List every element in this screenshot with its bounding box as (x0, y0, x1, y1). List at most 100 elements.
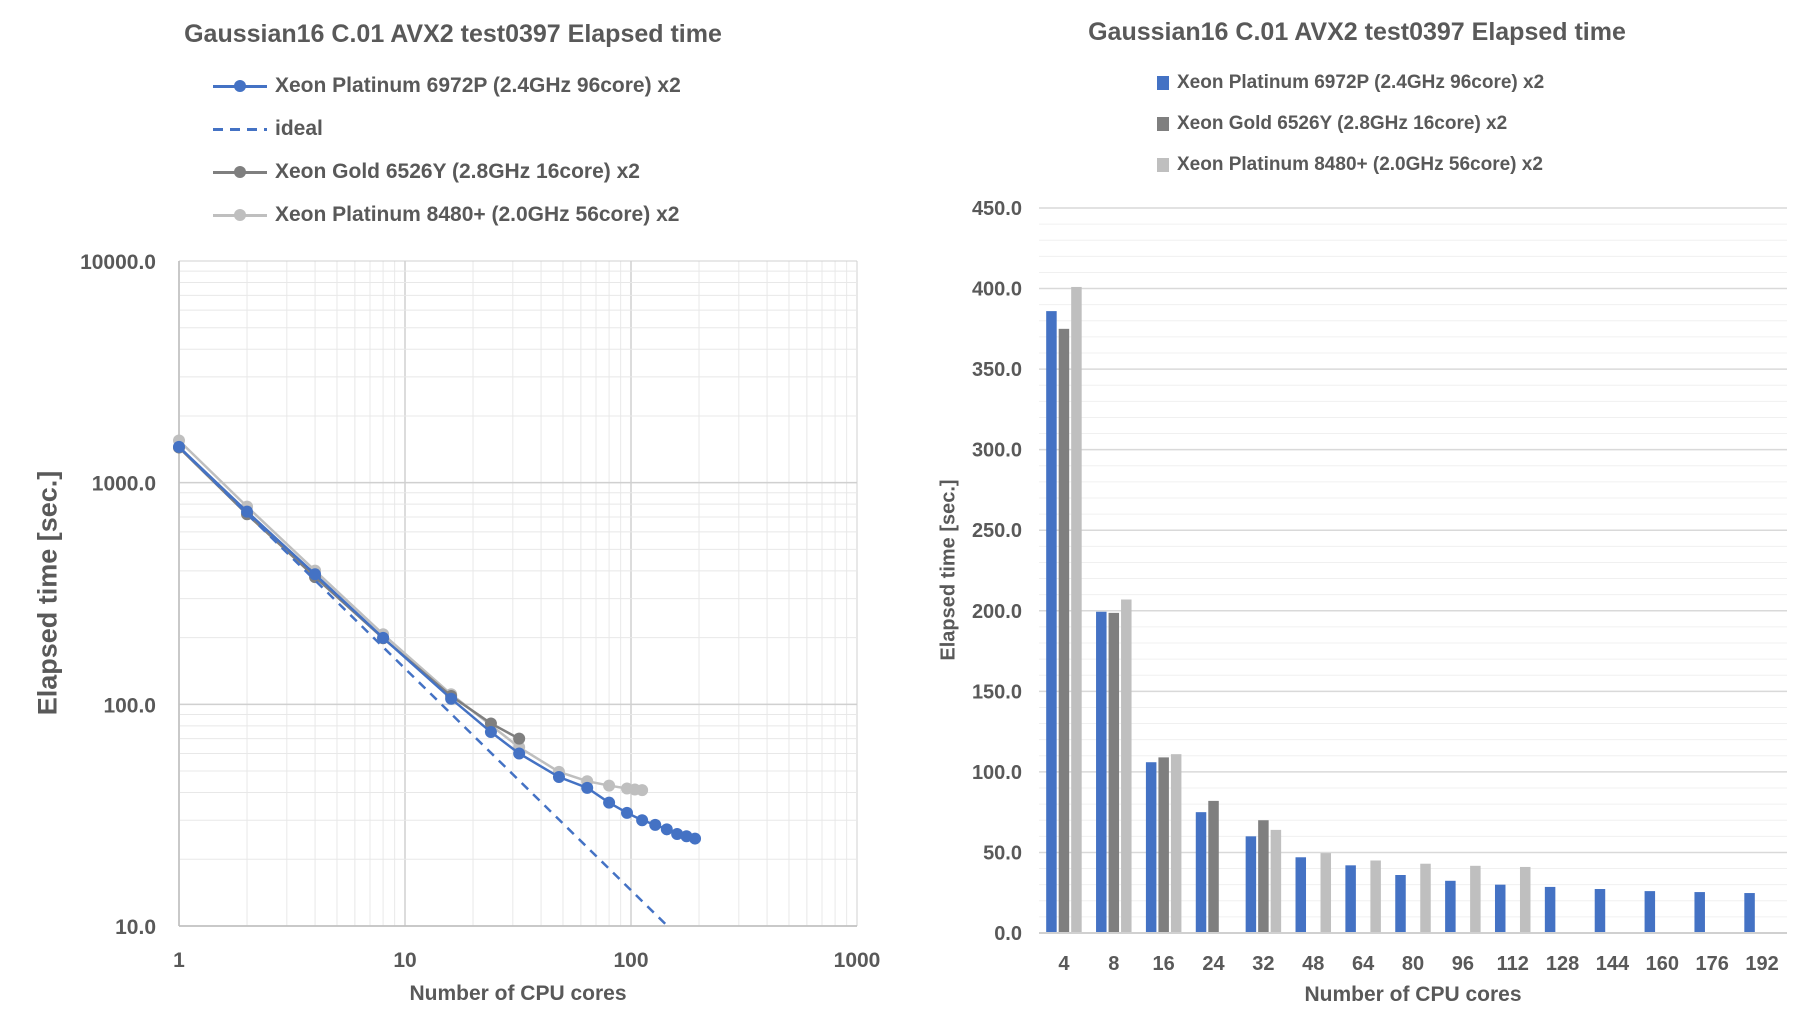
line-chart-title: Gaussian16 C.01 AVX2 test0397 Elapsed ti… (184, 20, 722, 48)
bar (1245, 836, 1257, 933)
bar (1395, 875, 1406, 933)
legend-label: Xeon Platinum 6972P (2.4GHz 96core) x2 (1177, 72, 1545, 93)
data-point (513, 747, 526, 760)
bar (1694, 892, 1705, 933)
y-tick-label: 150.0 (972, 681, 1022, 703)
x-tick-label: 80 (1402, 953, 1424, 975)
square-legend-icon (1157, 117, 1169, 131)
y-tick-label: 10.0 (115, 916, 156, 939)
legend-item: ideal (213, 117, 323, 141)
data-point (660, 823, 673, 836)
data-point (603, 779, 616, 792)
x-tick-label: 112 (1497, 953, 1529, 975)
y-tick-label: 100.0 (972, 762, 1022, 784)
bar-chart-ylabel: Elapsed time [sec.] (937, 479, 960, 661)
bar (1121, 599, 1132, 933)
bar (1420, 863, 1431, 933)
bar (1096, 611, 1107, 933)
legend-item: Xeon Platinum 6972P (2.4GHz 96core) x2 (1157, 72, 1544, 94)
x-tick-label: 4 (1058, 953, 1070, 975)
x-tick-label: 1000 (834, 949, 881, 972)
bar (1494, 884, 1506, 933)
y-tick-label: 200.0 (972, 601, 1022, 623)
y-tick-label: 0.0 (994, 923, 1022, 945)
bar (1108, 612, 1120, 933)
data-point (552, 771, 565, 784)
legend-item: Xeon Platinum 8480+ (2.0GHz 56core) x2 (213, 203, 679, 227)
bar (1470, 865, 1481, 933)
data-point (309, 568, 322, 581)
x-tick-label: 24 (1202, 953, 1225, 975)
y-tick-label: 450.0 (972, 198, 1022, 220)
line-marker-legend-icon (213, 208, 267, 221)
legend-item: Xeon Gold 6526Y (2.8GHz 16core) x2 (1157, 113, 1507, 135)
data-point (241, 505, 254, 518)
x-tick-label: 1 (173, 949, 185, 972)
y-tick-label: 250.0 (972, 520, 1022, 542)
x-tick-label: 10 (393, 949, 416, 972)
data-point (636, 784, 649, 797)
x-tick-label: 32 (1252, 953, 1274, 975)
x-tick-label: 160 (1646, 953, 1679, 975)
data-point (620, 806, 633, 819)
x-tick-label: 96 (1452, 953, 1474, 975)
bar (1445, 880, 1456, 933)
line-chart-ylabel: Elapsed time [sec.] (32, 470, 63, 716)
data-point (377, 631, 390, 644)
line-chart-xlabel: Number of CPU cores (409, 982, 627, 1005)
square-legend-icon (1157, 158, 1169, 172)
bar (1270, 829, 1282, 933)
x-tick-label: 176 (1696, 953, 1729, 975)
square-legend-icon (1157, 76, 1169, 90)
line-marker-legend-icon (213, 79, 267, 92)
bar (1158, 757, 1169, 933)
bar (1071, 286, 1082, 933)
data-point (513, 732, 526, 745)
bar (1195, 812, 1207, 933)
legend-label: Xeon Platinum 8480+ (2.0GHz 56core) x2 (1177, 154, 1543, 175)
legend-item: Xeon Gold 6526Y (2.8GHz 16core) x2 (213, 160, 640, 184)
bar (1345, 865, 1356, 933)
data-point (649, 818, 662, 831)
dashed-line-legend-icon (213, 127, 267, 131)
x-tick-label: 64 (1352, 953, 1375, 975)
x-tick-label: 100 (613, 949, 648, 972)
line-marker-legend-icon (213, 165, 267, 178)
bar (1170, 754, 1182, 933)
data-point (445, 692, 458, 705)
legend-label: ideal (275, 117, 323, 140)
y-tick-label: 1000.0 (92, 473, 156, 496)
y-tick-label: 350.0 (972, 359, 1022, 381)
data-point (484, 717, 497, 730)
series-line-0 (179, 445, 696, 840)
x-tick-label: 48 (1302, 953, 1324, 975)
data-point (689, 832, 702, 845)
y-tick-label: 100.0 (103, 694, 156, 717)
x-tick-label: 16 (1153, 953, 1175, 975)
y-tick-label: 50.0 (983, 842, 1022, 864)
bar (1058, 328, 1070, 933)
bar (1258, 820, 1269, 933)
bar (1644, 891, 1656, 933)
bar (1145, 762, 1157, 933)
x-tick-label: 192 (1745, 953, 1778, 975)
bar (1594, 889, 1606, 933)
data-point (581, 781, 594, 794)
bar (1320, 853, 1332, 933)
bar (1208, 800, 1219, 933)
bar (1370, 860, 1381, 933)
bar (1744, 893, 1755, 933)
x-tick-label: 144 (1596, 953, 1630, 975)
legend-item: Xeon Platinum 6972P (2.4GHz 96core) x2 (213, 74, 681, 98)
legend-label: Xeon Gold 6526Y (2.8GHz 16core) x2 (275, 160, 640, 183)
legend-label: Xeon Platinum 8480+ (2.0GHz 56core) x2 (275, 203, 680, 226)
bar-chart-xlabel: Number of CPU cores (1304, 983, 1522, 1006)
data-point (484, 726, 497, 739)
x-tick-label: 128 (1546, 953, 1579, 975)
bar (1544, 886, 1556, 933)
y-tick-label: 400.0 (972, 279, 1022, 301)
bar (1295, 857, 1307, 933)
y-tick-label: 300.0 (972, 440, 1022, 462)
data-point (603, 796, 616, 809)
